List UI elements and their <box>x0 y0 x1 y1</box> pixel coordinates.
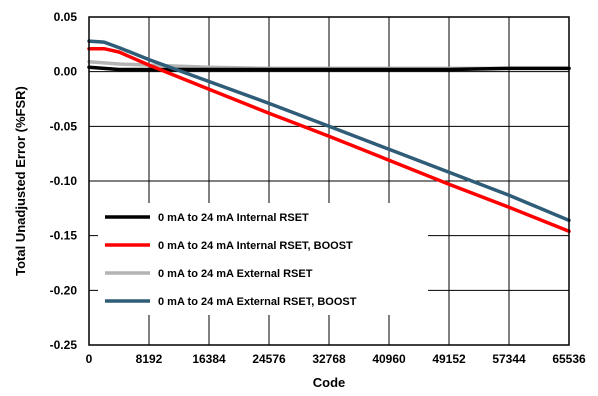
legend-label-1: 0 mA to 24 mA Internal RSET, BOOST <box>158 240 353 252</box>
x-tick-label: 0 <box>86 352 93 366</box>
x-tick-label: 32768 <box>312 352 346 366</box>
y-tick-label: -0.05 <box>50 119 78 133</box>
series-line-3 <box>87 39 571 223</box>
series-line-1 <box>87 46 571 234</box>
x-tick-label: 57344 <box>492 352 526 366</box>
legend: 0 mA to 24 mA Internal RSET 0 mA to 24 mA… <box>98 203 428 315</box>
x-tick-label: 65536 <box>552 352 586 366</box>
y-tick-label: -0.20 <box>50 283 78 297</box>
y-tick-label: -0.10 <box>50 174 78 188</box>
legend-label-0: 0 mA to 24 mA Internal RSET <box>158 212 309 224</box>
x-tick-label: 24576 <box>252 352 286 366</box>
series-line-0 <box>87 65 571 72</box>
x-axis-title: Code <box>313 375 346 390</box>
x-tick-label: 49152 <box>432 352 466 366</box>
x-tick-label: 16384 <box>192 352 226 366</box>
y-tick-label: -0.15 <box>50 229 78 243</box>
x-tick-label: 8192 <box>136 352 163 366</box>
y-tick-label: 0.05 <box>54 10 78 24</box>
legend-background <box>98 203 428 315</box>
y-tick-label: 0.00 <box>54 65 78 79</box>
x-tick-label: 40960 <box>372 352 406 366</box>
legend-label-3: 0 mA to 24 mA External RSET, BOOST <box>158 296 357 308</box>
legend-label-2: 0 mA to 24 mA External RSET <box>158 268 313 280</box>
y-axis-title: Total Unadjusted Error (%FSR) <box>13 86 28 276</box>
plot-area-frame <box>88 16 570 346</box>
axis-tick-labels: 0 8192 16384 24576 32768 40960 49152 57344 65536… <box>50 10 586 366</box>
data-series <box>87 39 571 234</box>
y-tick-label: -0.25 <box>50 338 78 352</box>
